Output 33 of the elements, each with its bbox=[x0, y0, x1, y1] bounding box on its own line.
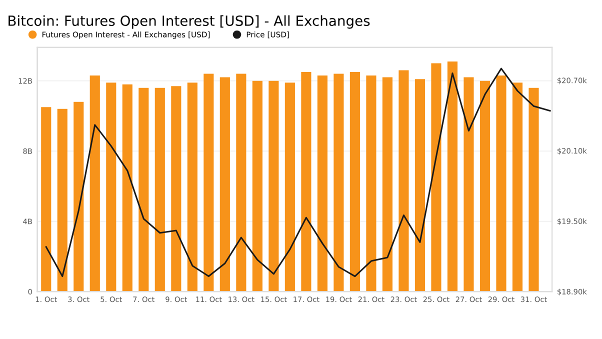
bar bbox=[236, 74, 246, 292]
bar bbox=[528, 88, 539, 292]
bar bbox=[414, 79, 426, 292]
bar bbox=[252, 80, 262, 292]
bar bbox=[268, 80, 279, 292]
bar bbox=[41, 107, 52, 292]
bar bbox=[334, 74, 344, 292]
bar bbox=[106, 82, 116, 292]
bar bbox=[301, 72, 312, 292]
bar bbox=[512, 82, 523, 292]
bar bbox=[366, 76, 376, 292]
bar bbox=[480, 80, 490, 292]
bar bbox=[447, 62, 458, 292]
bar bbox=[154, 88, 165, 292]
bar bbox=[74, 102, 84, 292]
chart-title: Bitcoin: Futures Open Interest [USD] - All Exchanges bbox=[8, 15, 370, 29]
bar bbox=[496, 76, 506, 292]
bar bbox=[138, 88, 149, 292]
bar bbox=[398, 70, 409, 292]
bar bbox=[57, 108, 68, 292]
bar bbox=[317, 76, 328, 292]
bar bbox=[187, 82, 198, 292]
bar bbox=[90, 76, 100, 292]
bar bbox=[382, 77, 392, 292]
line-series bbox=[45, 68, 551, 278]
bar bbox=[284, 82, 295, 292]
bar bbox=[464, 77, 474, 292]
bar bbox=[204, 74, 214, 292]
bar bbox=[431, 63, 442, 292]
bar bbox=[220, 77, 230, 292]
bar bbox=[122, 84, 132, 292]
bar bbox=[171, 86, 182, 292]
bar bbox=[350, 72, 360, 292]
